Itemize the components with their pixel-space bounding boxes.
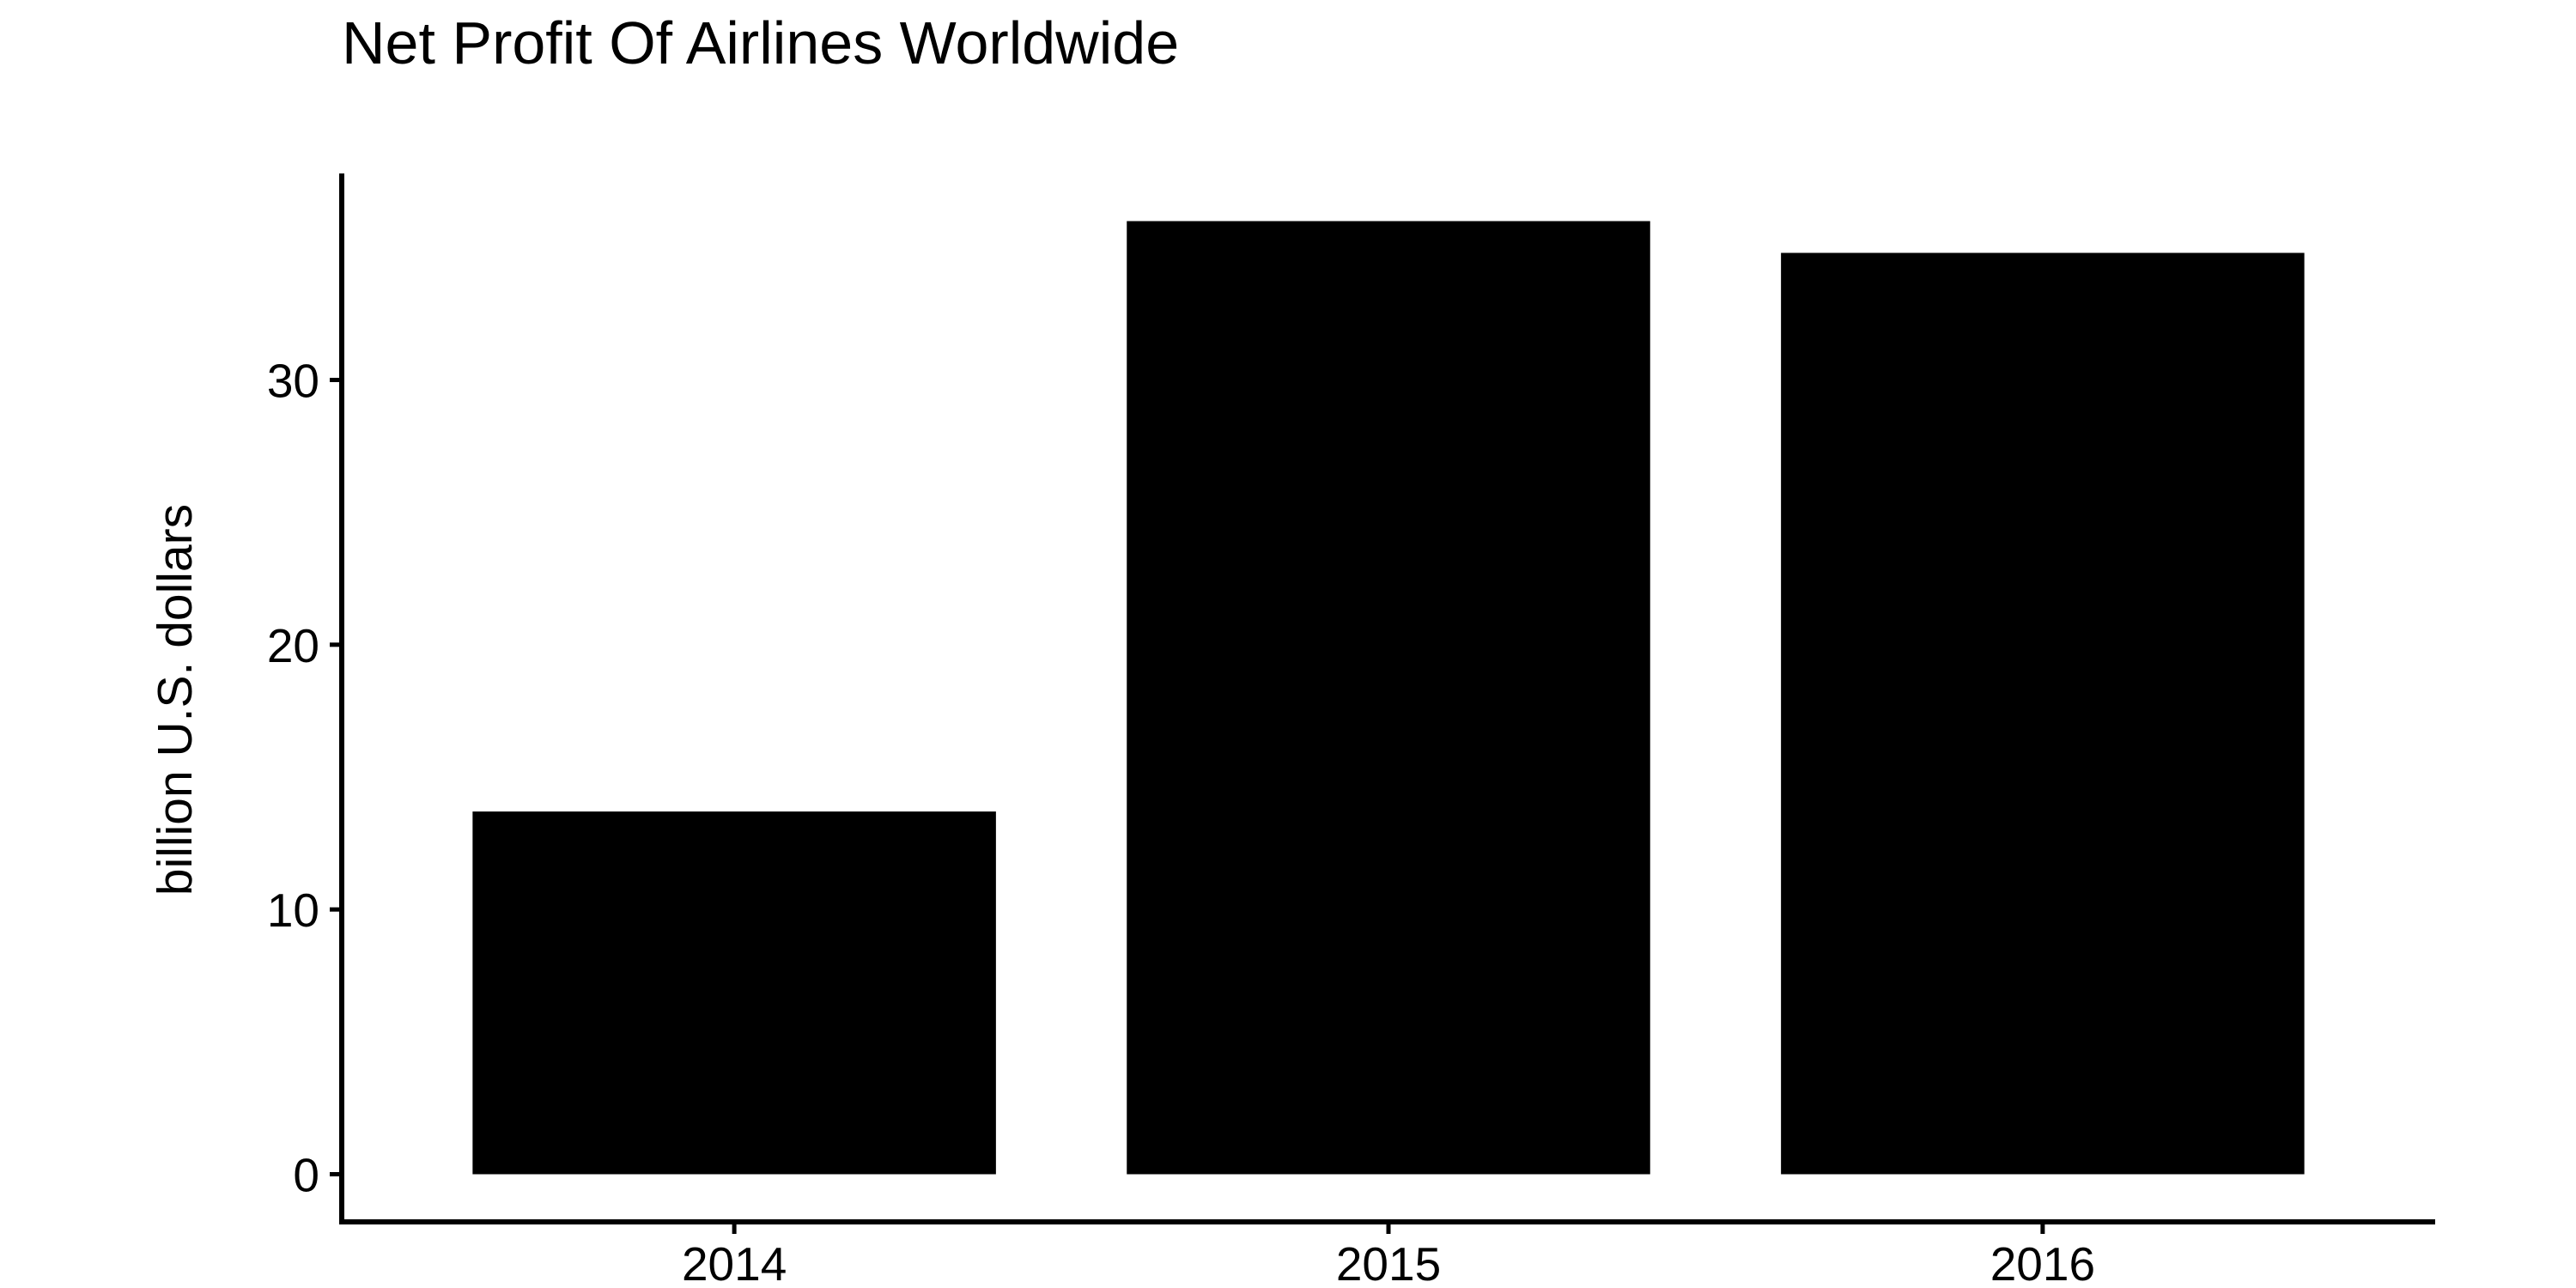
bars-group: [472, 221, 2305, 1175]
bar-2015: [1127, 221, 1650, 1175]
bar-2014: [472, 811, 996, 1175]
y-tick-label: 30: [267, 355, 319, 408]
x-tick-label: 2014: [682, 1237, 787, 1288]
chart-title: Net Profit Of Airlines Worldwide: [342, 9, 1179, 76]
y-axis-ticks: 0 10 20 30: [267, 355, 342, 1202]
bar-2016: [1781, 252, 2305, 1175]
y-tick-label: 0: [293, 1149, 319, 1202]
x-axis-ticks: 2014 2015 2016: [682, 1222, 2095, 1288]
y-axis-title: billion U.S. dollars: [148, 504, 203, 896]
y-tick-label: 20: [267, 619, 319, 672]
x-tick-label: 2015: [1336, 1237, 1441, 1288]
y-tick-label: 10: [267, 884, 319, 937]
x-tick-label: 2016: [1990, 1237, 2095, 1288]
